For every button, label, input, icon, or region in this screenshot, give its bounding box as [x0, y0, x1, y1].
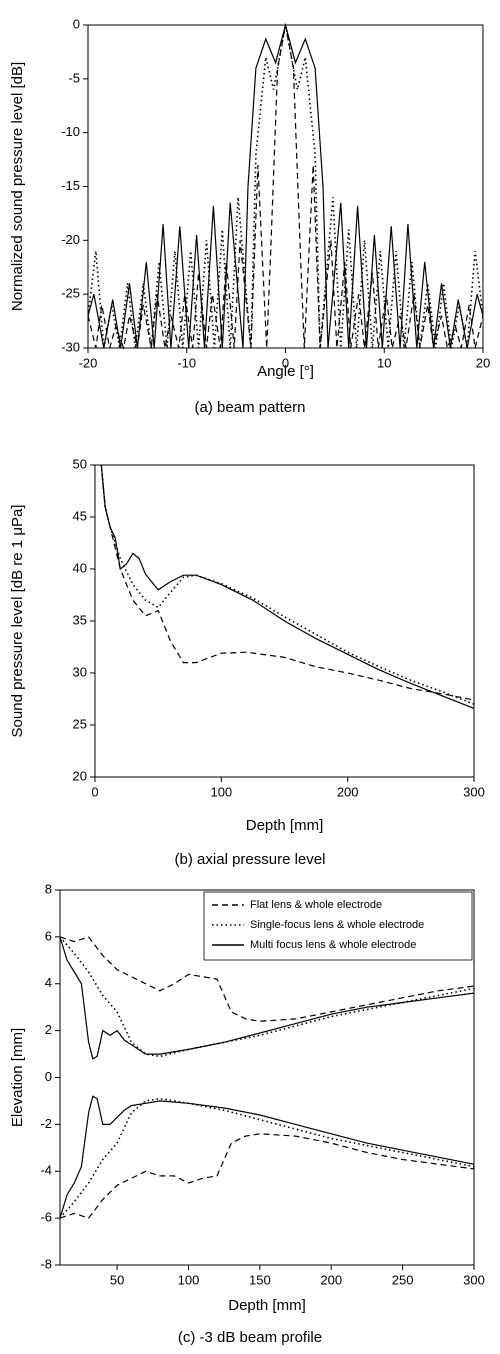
y-tick-label: 2 [45, 1022, 52, 1037]
plot-frame [87, 24, 484, 349]
y-tick-label: -5 [68, 70, 80, 85]
x-tick-label: 20 [476, 355, 490, 370]
legend-box [203, 891, 473, 961]
y-axis-label: Normalized sound pressure level [dB] [9, 62, 26, 311]
x-tick-label: 0 [91, 784, 98, 799]
x-tick-label: 50 [110, 1272, 124, 1287]
y-tick-label: -15 [61, 178, 80, 193]
y-tick-label: 0 [73, 16, 80, 31]
series-line [100, 464, 474, 709]
y-tick-label: -6 [40, 1210, 52, 1225]
x-tick-label: 0 [282, 355, 289, 370]
x-tick-label: -20 [79, 355, 98, 370]
x-tick-label: 10 [377, 355, 391, 370]
y-tick-label: -30 [61, 339, 80, 354]
series-line [88, 24, 483, 349]
series-line [100, 464, 474, 705]
legend-label: Single-focus lens & whole electrode [250, 919, 424, 931]
y-tick-label: 20 [73, 768, 87, 783]
caption: (a) beam pattern [195, 399, 306, 416]
lower-line [60, 1095, 474, 1219]
upper-line [60, 936, 474, 1060]
y-axis-label: Elevation [mm] [9, 1028, 26, 1127]
series-line [88, 23, 483, 349]
legend-label: Flat lens & whole electrode [250, 899, 382, 911]
y-tick-label: 8 [45, 881, 52, 896]
x-tick-label: 200 [320, 1272, 342, 1287]
y-tick-label: 50 [73, 456, 87, 471]
x-axis-label: Angle [°] [257, 363, 314, 380]
y-tick-label: -20 [61, 232, 80, 247]
y-tick-label: 25 [73, 716, 87, 731]
x-tick-label: 100 [178, 1272, 200, 1287]
caption: (b) axial pressure level [175, 851, 326, 868]
y-tick-label: 4 [45, 975, 52, 990]
series-line [100, 464, 474, 701]
legend-label: Multi focus lens & whole electrode [250, 939, 416, 951]
y-tick-label: -8 [40, 1256, 52, 1271]
y-tick-label: 0 [45, 1069, 52, 1084]
y-tick-label: 35 [73, 612, 87, 627]
lower-line [60, 1133, 474, 1219]
x-tick-label: 300 [463, 784, 485, 799]
x-axis-label: Depth [mm] [246, 817, 324, 834]
y-tick-label: -4 [40, 1163, 52, 1178]
y-tick-label: 30 [73, 664, 87, 679]
y-tick-label: -25 [61, 286, 80, 301]
x-axis-label: Depth [mm] [228, 1297, 306, 1314]
upper-line [60, 936, 474, 1022]
caption: (c) -3 dB beam profile [178, 1329, 322, 1346]
x-tick-label: 300 [463, 1272, 485, 1287]
series-line [88, 24, 483, 350]
x-tick-label: 150 [249, 1272, 271, 1287]
y-tick-label: 40 [73, 560, 87, 575]
x-tick-label: 100 [210, 784, 232, 799]
y-tick-label: -10 [61, 124, 80, 139]
x-tick-label: 200 [337, 784, 359, 799]
y-axis-label: Sound pressure level [dB re 1 μPa] [9, 505, 26, 738]
x-tick-label: -10 [177, 355, 196, 370]
y-tick-label: 45 [73, 508, 87, 523]
y-tick-label: 6 [45, 928, 52, 943]
x-tick-label: 250 [392, 1272, 414, 1287]
y-tick-label: -2 [40, 1116, 52, 1131]
